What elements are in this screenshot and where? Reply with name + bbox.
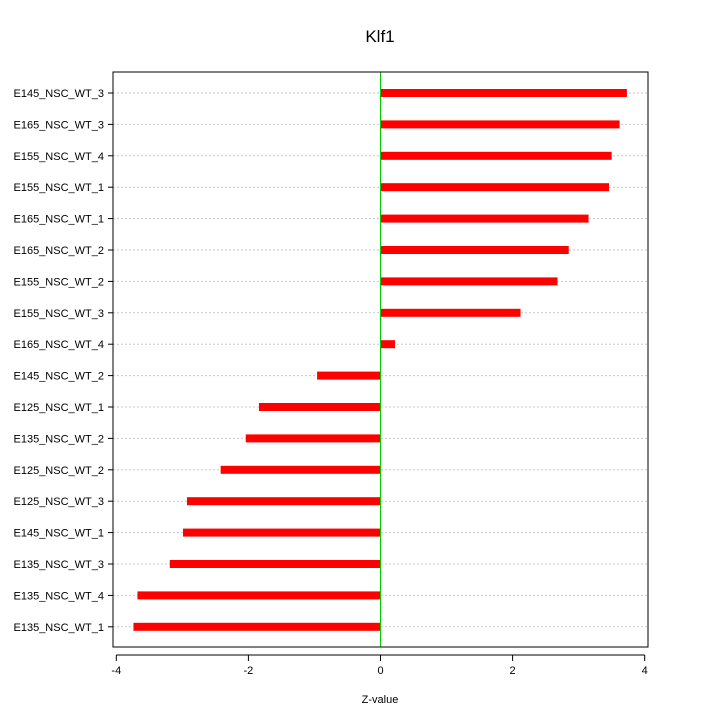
y-tick-label: E165_NSC_WT_2 [14, 245, 105, 257]
y-tick-labels: E145_NSC_WT_3 E165_NSC_WT_3 E155_NSC_WT_4 E… [14, 88, 113, 634]
x-tick-label: 2 [510, 665, 516, 677]
bar [317, 371, 381, 380]
chart-title: Klf1 [365, 27, 394, 46]
bar [380, 183, 610, 192]
bar [137, 591, 381, 600]
y-tick-label: E155_NSC_WT_4 [14, 151, 105, 163]
y-tick-label: E135_NSC_WT_2 [14, 433, 105, 445]
bar [133, 622, 381, 631]
bar [380, 151, 612, 160]
y-tick-label: E135_NSC_WT_1 [14, 622, 105, 634]
x-tick-label: 0 [377, 665, 383, 677]
bar [245, 434, 381, 443]
y-tick-label: E155_NSC_WT_1 [14, 182, 105, 194]
bar [186, 497, 381, 506]
bar [380, 89, 627, 97]
plot-frame [112, 71, 649, 648]
x-tick-label: 4 [642, 665, 648, 677]
x-tick-label: -4 [111, 665, 121, 677]
bar [183, 528, 381, 537]
y-tick-label: E145_NSC_WT_2 [14, 371, 105, 383]
y-tick-label: E145_NSC_WT_1 [14, 528, 105, 540]
bar [380, 308, 521, 317]
y-tick-label: E155_NSC_WT_2 [14, 276, 105, 288]
bar [380, 120, 620, 129]
y-tick-label: E125_NSC_WT_1 [14, 402, 105, 414]
x-axis-label: Z-value [362, 694, 399, 706]
x-tick-label: -2 [244, 665, 254, 677]
bar [380, 277, 558, 286]
y-tick-label: E165_NSC_WT_3 [14, 119, 105, 131]
bar [220, 465, 381, 474]
y-tick-label: E165_NSC_WT_1 [14, 214, 105, 226]
x-axis: -4 -2 0 2 4 [111, 654, 648, 677]
y-tick-label: E125_NSC_WT_3 [14, 496, 105, 508]
y-tick-label: E125_NSC_WT_2 [14, 465, 105, 477]
y-tick-label: E165_NSC_WT_4 [14, 339, 105, 351]
y-tick-label: E145_NSC_WT_3 [14, 88, 105, 100]
y-tick-label: E135_NSC_WT_4 [14, 590, 105, 602]
y-tick-label: E135_NSC_WT_3 [14, 559, 105, 571]
y-tick-label: E155_NSC_WT_3 [14, 308, 105, 320]
bar [258, 403, 381, 411]
bar [169, 560, 381, 568]
bar [380, 214, 589, 223]
bar [380, 246, 569, 254]
bar [380, 340, 396, 349]
bars [133, 89, 627, 631]
